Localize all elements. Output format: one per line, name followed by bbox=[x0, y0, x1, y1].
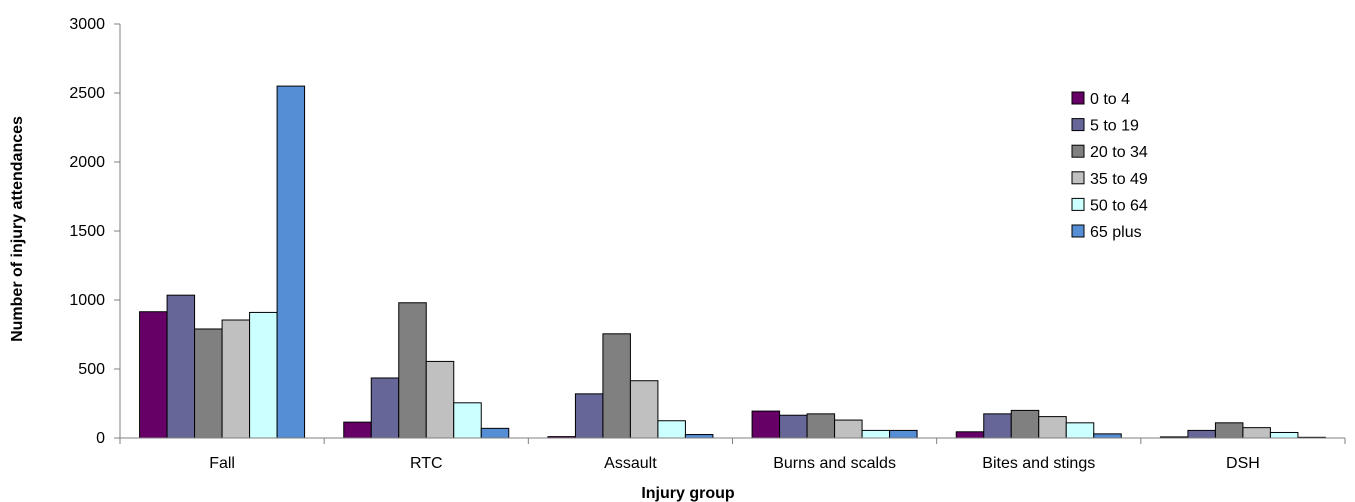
legend-label: 65 plus bbox=[1090, 224, 1142, 241]
x-tick-label: Burns and scalds bbox=[773, 455, 896, 472]
legend-swatch bbox=[1071, 224, 1085, 238]
bar bbox=[1093, 433, 1122, 439]
bar bbox=[889, 429, 918, 439]
bar bbox=[1187, 429, 1216, 439]
bar bbox=[574, 393, 604, 439]
y-axis-title: Number of injury attendances bbox=[9, 116, 26, 342]
bar bbox=[779, 414, 808, 439]
bar bbox=[425, 360, 455, 439]
legend-label: 5 to 19 bbox=[1090, 118, 1139, 135]
bar bbox=[249, 311, 278, 439]
legend-swatch bbox=[1071, 144, 1085, 158]
x-tick-label: Assault bbox=[604, 455, 657, 472]
bar bbox=[1214, 422, 1244, 439]
bar bbox=[480, 427, 510, 439]
legend-swatch bbox=[1071, 91, 1085, 105]
bar bbox=[1269, 431, 1299, 439]
bar bbox=[751, 410, 781, 439]
bar bbox=[221, 319, 251, 439]
legend-label: 0 to 4 bbox=[1090, 91, 1130, 108]
legend-swatch bbox=[1071, 197, 1085, 211]
bar bbox=[276, 85, 306, 439]
y-tick-label: 0 bbox=[96, 430, 105, 447]
x-tick-label: Fall bbox=[209, 455, 235, 472]
legend-swatch bbox=[1071, 171, 1085, 185]
bars-group bbox=[139, 85, 1326, 439]
bar bbox=[602, 333, 631, 439]
y-tick-label: 2500 bbox=[69, 85, 105, 102]
bar bbox=[1010, 409, 1040, 439]
y-tick-label: 2000 bbox=[69, 154, 105, 171]
bar bbox=[983, 413, 1012, 439]
y-tick-label: 3000 bbox=[69, 16, 105, 33]
bar bbox=[1242, 427, 1271, 439]
bar bbox=[166, 294, 196, 439]
bar bbox=[1038, 416, 1067, 439]
y-axis-ticks: 0 500 1000 1500 2000 2500 3000 bbox=[69, 16, 120, 447]
bar bbox=[861, 429, 891, 439]
x-tick-label: RTC bbox=[410, 455, 443, 472]
bar bbox=[834, 419, 863, 439]
bar bbox=[398, 302, 427, 439]
bar bbox=[955, 431, 985, 439]
legend-label: 20 to 34 bbox=[1090, 144, 1148, 161]
bar bbox=[629, 380, 659, 439]
legend-label: 50 to 64 bbox=[1090, 197, 1148, 214]
y-tick-label: 500 bbox=[78, 361, 105, 378]
bar bbox=[806, 413, 836, 439]
bar bbox=[343, 421, 372, 439]
bar bbox=[1065, 422, 1095, 439]
x-tick-label: Bites and stings bbox=[982, 455, 1095, 472]
bar bbox=[657, 420, 686, 439]
legend: 0 to 4 5 to 19 20 to 34 35 to 49 50 to 64 65 … bbox=[1071, 91, 1148, 241]
bar bbox=[194, 328, 223, 439]
bar bbox=[453, 402, 482, 439]
x-axis-ticks: Fall RTC Assault Burns and scalds Bites and … bbox=[119, 438, 1346, 472]
y-tick-label: 1500 bbox=[69, 223, 105, 240]
bar bbox=[370, 377, 400, 439]
legend-label: 35 to 49 bbox=[1090, 171, 1148, 188]
x-axis-title: Injury group bbox=[641, 485, 735, 502]
x-tick-label: DSH bbox=[1226, 455, 1260, 472]
y-tick-label: 1000 bbox=[69, 292, 105, 309]
bar bbox=[684, 434, 714, 439]
legend-swatch bbox=[1071, 118, 1085, 132]
bar bbox=[139, 311, 168, 439]
